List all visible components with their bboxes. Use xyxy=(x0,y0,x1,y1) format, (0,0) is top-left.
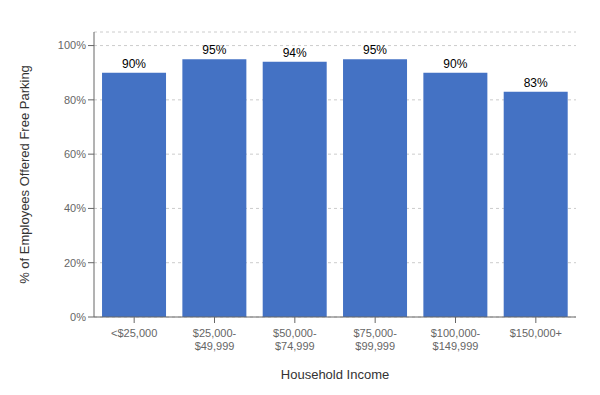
svg-text:40%: 40% xyxy=(64,202,86,214)
svg-text:100%: 100% xyxy=(58,39,86,51)
svg-text:95%: 95% xyxy=(363,43,387,57)
svg-text:$100,000-$149,999: $100,000-$149,999 xyxy=(431,327,481,352)
svg-text:80%: 80% xyxy=(64,94,86,106)
svg-text:95%: 95% xyxy=(202,43,226,57)
svg-text:90%: 90% xyxy=(122,57,146,71)
svg-text:$50,000-$74,999: $50,000-$74,999 xyxy=(273,327,317,352)
svg-text:$75,000-$99,999: $75,000-$99,999 xyxy=(353,327,397,352)
svg-text:% of Employees Offered Free Pa: % of Employees Offered Free Parking xyxy=(17,65,32,284)
svg-text:Household Income: Household Income xyxy=(281,367,389,382)
svg-text:60%: 60% xyxy=(64,148,86,160)
svg-text:<$25,000: <$25,000 xyxy=(111,327,157,339)
svg-text:94%: 94% xyxy=(283,46,307,60)
svg-text:0%: 0% xyxy=(70,311,86,323)
svg-text:20%: 20% xyxy=(64,257,86,269)
svg-text:$150,000+: $150,000+ xyxy=(510,327,562,339)
svg-text:$25,000-$49,999: $25,000-$49,999 xyxy=(193,327,237,352)
svg-text:90%: 90% xyxy=(443,57,467,71)
svg-text:83%: 83% xyxy=(524,76,548,90)
